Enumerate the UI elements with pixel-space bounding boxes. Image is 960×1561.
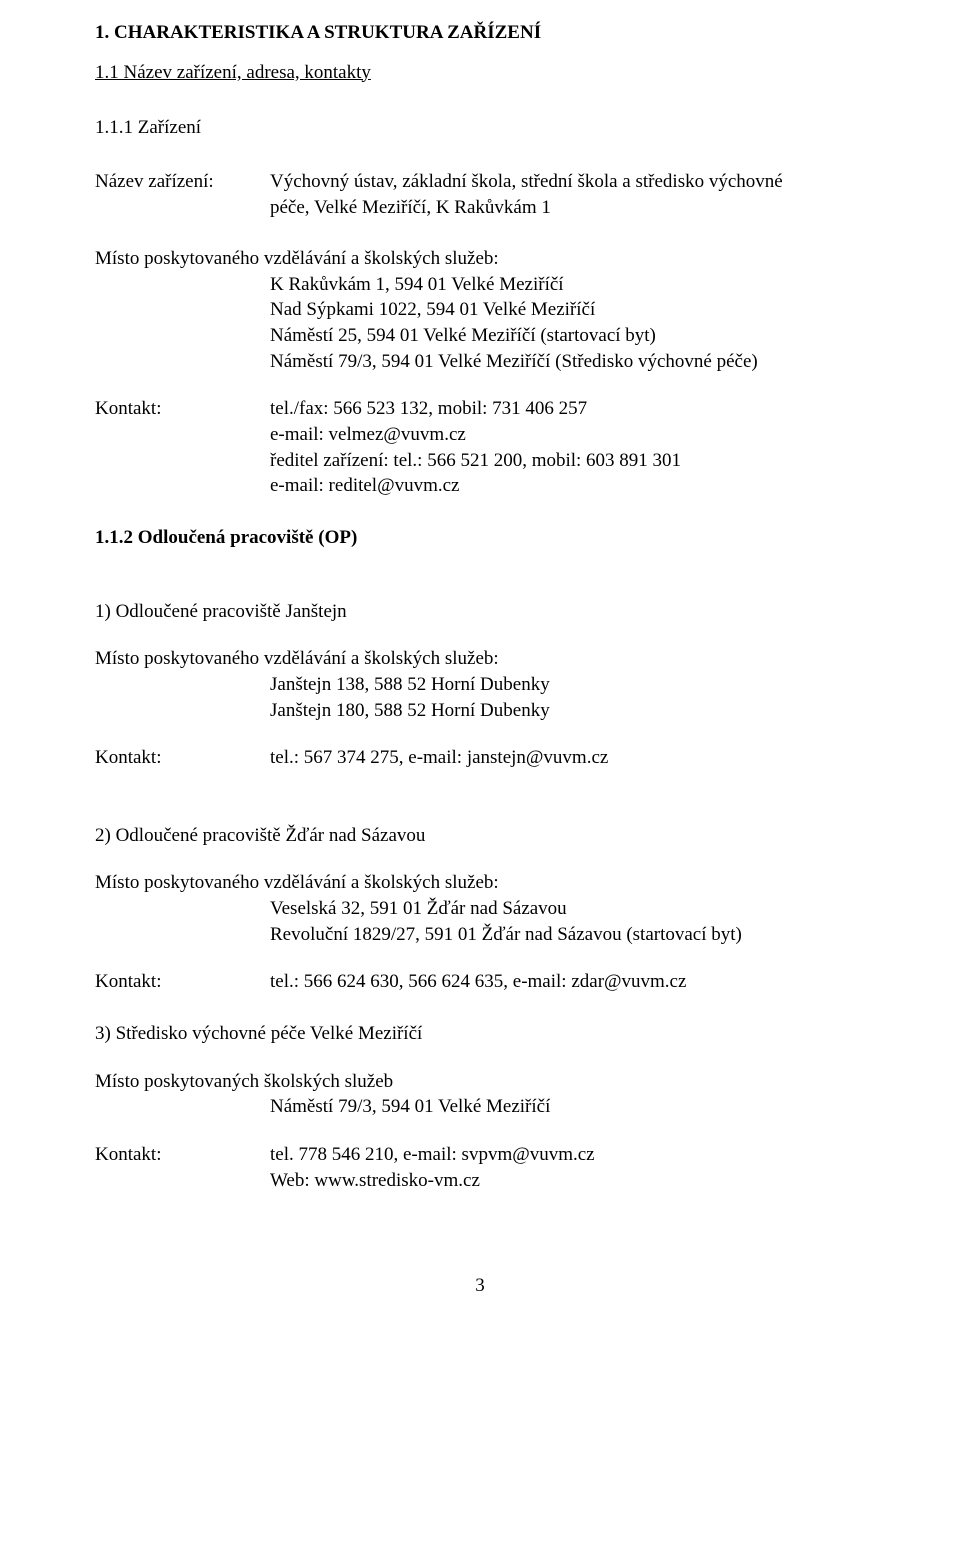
place-line: Veselská 32, 591 01 Žďár nad Sázavou [270,896,865,922]
education-place-lines: K Rakůvkám 1, 594 01 Velké Meziříčí Nad … [270,272,865,375]
op3-place-lines: Náměstí 79/3, 594 01 Velké Meziříčí [270,1094,865,1120]
place-line: K Rakůvkám 1, 594 01 Velké Meziříčí [270,272,865,298]
contact-line: e-mail: velmez@vuvm.cz [270,422,865,448]
document-page: 1. CHARAKTERISTIKA A STRUKTURA ZAŘÍZENÍ … [0,0,960,1339]
contact-label: Kontakt: [95,396,270,422]
education-place-label: Místo poskytovaného vzdělávání a školský… [95,246,865,272]
op1-place-lines: Janštejn 138, 588 52 Horní Dubenky Janšt… [270,672,865,723]
education-place-label: Místo poskytovaného vzdělávání a školský… [95,646,865,672]
op2-place-lines: Veselská 32, 591 01 Žďár nad Sázavou Rev… [270,896,865,947]
op1-contact-row: Kontakt: tel.: 567 374 275, e-mail: jans… [95,745,865,771]
contact-line: Web: www.stredisko-vm.cz [270,1168,865,1194]
op3-place-label: Místo poskytovaných školských služeb [95,1069,865,1095]
contact-line: tel./fax: 566 523 132, mobil: 731 406 25… [270,396,865,422]
contact-label: Kontakt: [95,969,270,995]
heading-3: 1.1.1 Zařízení [95,115,865,141]
place-line: Náměstí 25, 594 01 Velké Meziříčí (start… [270,323,865,349]
heading-3b: 1.1.2 Odloučená pracoviště (OP) [95,525,865,551]
op3-contact-row: Kontakt: tel. 778 546 210, e-mail: svpvm… [95,1142,865,1193]
facility-name-value: Výchovný ústav, základní škola, střední … [270,169,865,220]
place-line: Náměstí 79/3, 594 01 Velké Meziříčí [270,1094,865,1120]
op2-contact-link[interactable]: zdar@vuvm.cz [571,971,686,992]
contact-label: Kontakt: [95,1142,270,1168]
contact-line: tel. 778 546 210, e-mail: svpvm@vuvm.cz [270,1142,865,1168]
contact-label: Kontakt: [95,745,270,771]
op1-contact-value: tel.: 567 374 275, e-mail: janstejn@vuvm… [270,745,865,771]
contact-lines: tel./fax: 566 523 132, mobil: 731 406 25… [270,396,865,499]
place-line: Náměstí 79/3, 594 01 Velké Meziříčí (Stř… [270,349,865,375]
contact-line: ředitel zařízení: tel.: 566 521 200, mob… [270,448,865,474]
op3-contact-lines: tel. 778 546 210, e-mail: svpvm@vuvm.cz … [270,1142,865,1193]
heading-1: 1. CHARAKTERISTIKA A STRUKTURA ZAŘÍZENÍ [95,20,865,46]
heading-2-text: 1.1 Název zařízení, adresa, kontakty [95,62,371,83]
facility-name-label: Název zařízení: [95,169,270,195]
place-line: Janštejn 138, 588 52 Horní Dubenky [270,672,865,698]
facility-name-line2: péče, Velké Meziříčí, K Rakůvkám 1 [270,195,865,221]
place-line: Revoluční 1829/27, 591 01 Žďár nad Sázav… [270,922,865,948]
op1-title: 1) Odloučené pracoviště Janštejn [95,599,865,625]
contact-row: Kontakt: tel./fax: 566 523 132, mobil: 7… [95,396,865,499]
op2-contact-value: tel.: 566 624 630, 566 624 635, e-mail: … [270,969,865,995]
place-line: Nad Sýpkami 1022, 594 01 Velké Meziříčí [270,297,865,323]
place-line: Janštejn 180, 588 52 Horní Dubenky [270,698,865,724]
op2-contact-row: Kontakt: tel.: 566 624 630, 566 624 635,… [95,969,865,995]
page-number: 3 [95,1273,865,1299]
contact-line: e-mail: reditel@vuvm.cz [270,473,865,499]
facility-name-row: Název zařízení: Výchovný ústav, základní… [95,169,865,220]
heading-2: 1.1 Název zařízení, adresa, kontakty [95,60,865,86]
op2-contact-text: tel.: 566 624 630, 566 624 635, e-mail: [270,971,571,992]
facility-name-line1: Výchovný ústav, základní škola, střední … [270,169,865,195]
op2-title: 2) Odloučené pracoviště Žďár nad Sázavou [95,823,865,849]
op3-title: 3) Středisko výchovné péče Velké Meziříč… [95,1021,865,1047]
education-place-label: Místo poskytovaného vzdělávání a školský… [95,870,865,896]
